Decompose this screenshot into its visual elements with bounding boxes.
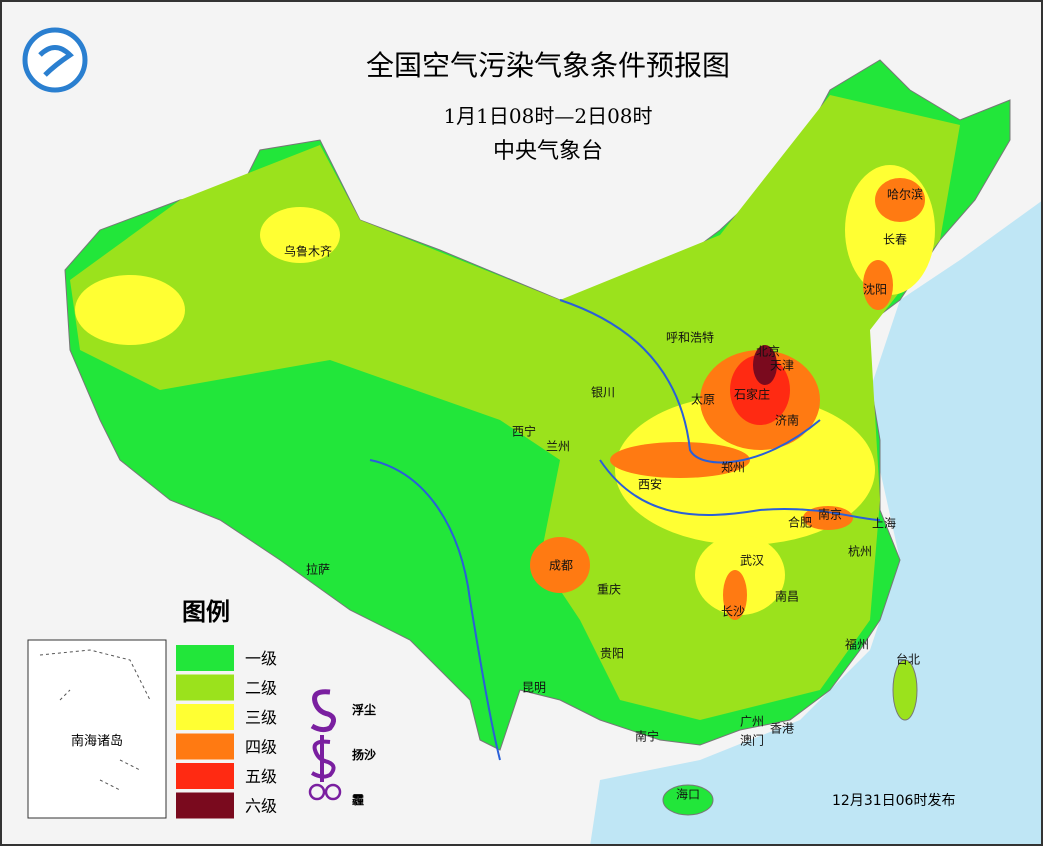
legend-swatch xyxy=(176,645,234,671)
city-label: 石家庄 xyxy=(734,387,770,402)
legend-label: 二级 xyxy=(245,679,277,698)
city-label: 武汉 xyxy=(740,554,764,568)
level-4-zone xyxy=(875,178,925,222)
footer: 12月31日06时发布 xyxy=(832,793,955,809)
inset-label: 南海诸岛 xyxy=(71,733,123,749)
city-label: 哈尔滨 xyxy=(887,187,923,202)
taiwan xyxy=(892,659,918,721)
city-label: 长春 xyxy=(883,233,907,247)
level-6-zone xyxy=(753,345,777,385)
city-label: 海口 xyxy=(676,787,700,802)
city-label: 沈阳 xyxy=(863,282,887,297)
china-land xyxy=(64,59,1011,816)
city-label: 成都 xyxy=(549,559,573,573)
city-label: 银川 xyxy=(591,386,615,400)
level-4-zone xyxy=(530,537,590,593)
issuer: 中央气象台 xyxy=(493,139,603,164)
city-label: 南昌 xyxy=(775,589,799,604)
city-label: 兰州 xyxy=(546,440,570,454)
city-label: 呼和浩特 xyxy=(666,330,714,345)
city-label: 香港 xyxy=(770,722,794,736)
legend-swatch xyxy=(176,704,234,730)
city-label: 济南 xyxy=(775,413,799,428)
symbol-label: 浮尘 xyxy=(352,702,376,717)
logo xyxy=(22,27,88,93)
legend-label: 三级 xyxy=(245,708,277,727)
symbol-label: 霾 xyxy=(352,793,364,807)
river xyxy=(369,299,881,761)
city-label: 西宁 xyxy=(512,424,536,439)
legend-label: 四级 xyxy=(245,738,277,757)
level-4-zone xyxy=(863,260,893,310)
hainan xyxy=(662,784,714,816)
city-label: 澳门 xyxy=(740,733,764,748)
level-4-zone xyxy=(610,442,750,478)
title: 全国空气污染气象条件预报图 xyxy=(366,49,730,82)
city-label: 南京 xyxy=(818,507,842,522)
level-3-zone xyxy=(75,275,185,345)
legend-swatch xyxy=(176,792,234,819)
city-label: 南宁 xyxy=(635,729,659,744)
city-label: 昆明 xyxy=(522,681,546,695)
city-label: 合肥 xyxy=(788,515,812,530)
city-label: 拉萨 xyxy=(306,562,330,577)
city-label: 天津 xyxy=(770,359,794,373)
legend-swatch xyxy=(176,674,234,701)
city-label: 长沙 xyxy=(721,605,745,619)
city-label: 郑州 xyxy=(721,460,745,475)
city-label: 乌鲁木齐 xyxy=(284,244,332,259)
level-3-zone xyxy=(260,207,340,263)
city-label: 杭州 xyxy=(848,544,872,559)
level-4-zone xyxy=(723,570,747,620)
sea xyxy=(590,200,1043,846)
dust-symbol xyxy=(310,689,336,733)
legend-swatch xyxy=(176,763,234,789)
level-3-zone xyxy=(615,395,875,545)
level-4-zone xyxy=(803,506,853,530)
symbol-label: 扬沙 xyxy=(352,747,376,762)
city-label: 广州 xyxy=(740,715,764,729)
city-label: 北京 xyxy=(756,345,780,359)
inset-islands xyxy=(39,649,151,791)
legend-label: 六级 xyxy=(245,797,277,816)
city-label: 贵阳 xyxy=(600,647,624,661)
haze-symbol xyxy=(308,783,342,801)
legend-title: 图例 xyxy=(182,598,230,626)
city-label: 太原 xyxy=(691,392,715,407)
legend-label: 一级 xyxy=(245,649,277,668)
legend-swatch xyxy=(176,733,234,760)
city-label: 重庆 xyxy=(597,583,621,597)
sand-symbol xyxy=(310,735,336,782)
city-label: 上海 xyxy=(872,516,896,531)
legend-label: 五级 xyxy=(245,767,277,786)
period: 1月1日08时—2日08时 xyxy=(443,104,652,128)
city-label: 台北 xyxy=(896,652,920,667)
city-label: 福州 xyxy=(845,637,869,652)
city-label: 西安 xyxy=(638,477,662,492)
logo-mark xyxy=(38,45,74,77)
inset-box xyxy=(27,639,167,819)
